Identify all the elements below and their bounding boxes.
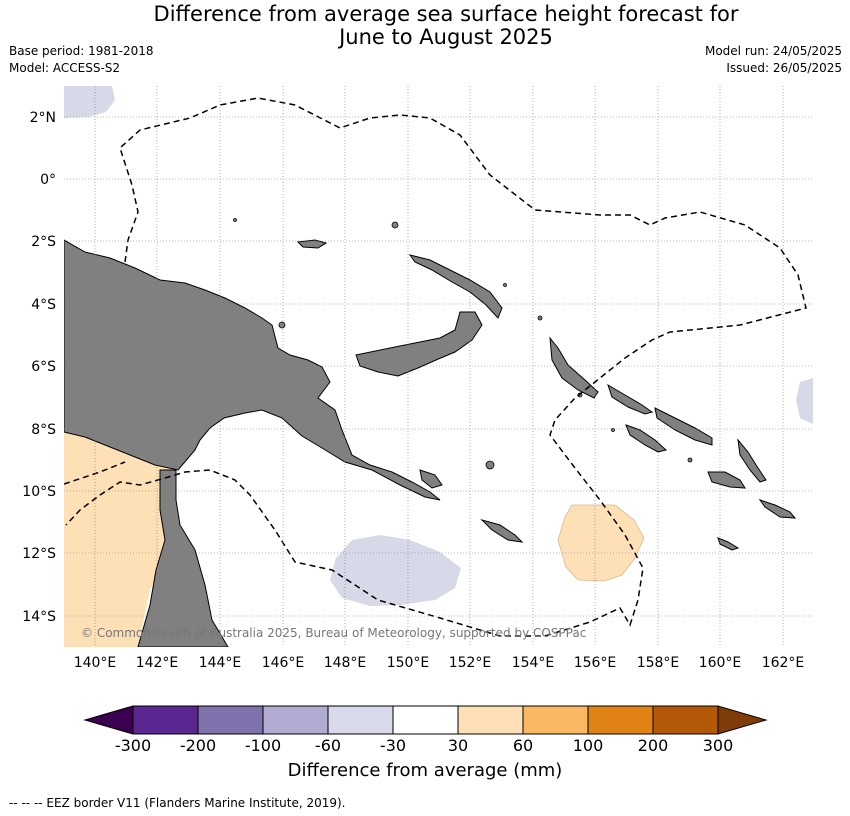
land-bougainville [549,336,599,399]
map-title: Difference from average sea surface heig… [0,3,850,49]
colorbar-title: Difference from average (mm) [287,760,563,781]
lat-label: 4°S [31,297,56,313]
lat-label: 10°S [22,484,56,500]
lon-label: 156°E [574,655,617,671]
colorbar-tick: 30 [448,736,468,755]
eez-borders [64,97,807,637]
lon-label: 162°E [762,655,805,671]
colorbar-tick: -60 [315,736,341,755]
lat-label: 2°N [30,110,56,126]
land-solomon-5 [707,471,746,489]
lon-label: 140°E [74,655,117,671]
model-run: Model run: 24/05/2025 [704,44,842,58]
colorbar-tick: 60 [513,736,533,755]
colorbar-tick: -200 [180,736,216,755]
lon-label: 152°E [449,655,492,671]
anomaly-negative-coral [330,535,461,606]
land-makira [717,537,740,551]
lat-labels: 2°N 0° 2°S 4°S 6°S 8°S 10°S 12°S 14°S [22,110,56,625]
lon-label: 148°E [324,655,367,671]
land-manus [296,239,328,249]
colorbar-segment [392,705,459,735]
title-line-2: June to August 2025 [339,25,553,49]
lat-label: 0° [40,172,56,188]
land-solomon-2 [654,407,713,446]
colorbar-segment [197,705,264,735]
eez-footnote: -- -- -- EEZ border V11 (Flanders Marine… [9,796,346,810]
colorbar-tick: 300 [703,736,734,755]
colorbar-segment [652,705,719,735]
land-new-ireland [408,254,503,319]
issued-date: Issued: 26/05/2025 [726,61,842,75]
colorbar [83,705,768,735]
lon-label: 160°E [699,655,742,671]
colorbar-tick: 200 [638,736,669,755]
map-panel: © Commonwealth of Australia 2025, Bureau… [64,86,813,647]
copyright-notice: © Commonwealth of Australia 2025, Bureau… [81,626,586,640]
colorbar-tick: -300 [115,736,151,755]
colorbar-segment [457,705,524,735]
colorbar-arrow-low [83,705,134,735]
colorbar-tick: -30 [380,736,406,755]
base-period: Base period: 1981-2018 [9,44,154,58]
land-solomon-6 [758,499,797,519]
lat-label: 14°S [22,609,56,625]
land-small-islands [233,218,693,470]
colorbar-segment [522,705,589,735]
lat-label: 2°S [31,234,56,250]
colorbar-tick: 100 [573,736,604,755]
lon-label: 150°E [387,655,430,671]
anomaly-positive-west [64,430,176,647]
title-line-1: Difference from average sea surface heig… [153,2,739,26]
colorbar-segment [587,705,654,735]
land-dentrecasteaux [419,469,443,489]
lat-label: 6°S [31,359,56,375]
land-solomon-3 [625,424,668,453]
lon-label: 154°E [512,655,555,671]
colorbar-segment [327,705,394,735]
anomaly-positive-east [557,504,645,582]
land-solomon-4 [737,438,767,483]
lon-label: 142°E [136,655,179,671]
colorbar-ticks: -300 -200 -100 -60 -30 30 60 100 200 300 [115,736,733,755]
lon-label: 144°E [199,655,242,671]
lon-labels: 140°E 142°E 144°E 146°E 148°E 150°E 152°… [74,655,805,671]
model-name: Model: ACCESS-S2 [9,61,121,75]
land-louisiade [480,519,524,543]
colorbar-tick: -100 [245,736,281,755]
land-cape-york [137,469,229,647]
graticule [64,86,813,647]
lat-label: 12°S [22,546,56,562]
colorbar-segment [262,705,329,735]
land-new-britain [355,311,483,377]
anomaly-negative-east [796,378,813,424]
lon-label: 146°E [262,655,305,671]
land-new-guinea [64,239,441,501]
land-solomon-1 [607,383,654,415]
lat-label: 8°S [31,422,56,438]
colorbar-arrow-high [717,705,768,735]
anomaly-negative-north [64,86,115,118]
meta-right: Model run: 24/05/2025 Issued: 26/05/2025 [705,43,842,77]
meta-left: Base period: 1981-2018 Model: ACCESS-S2 [9,43,154,77]
colorbar-segment [132,705,199,735]
lon-label: 158°E [637,655,680,671]
